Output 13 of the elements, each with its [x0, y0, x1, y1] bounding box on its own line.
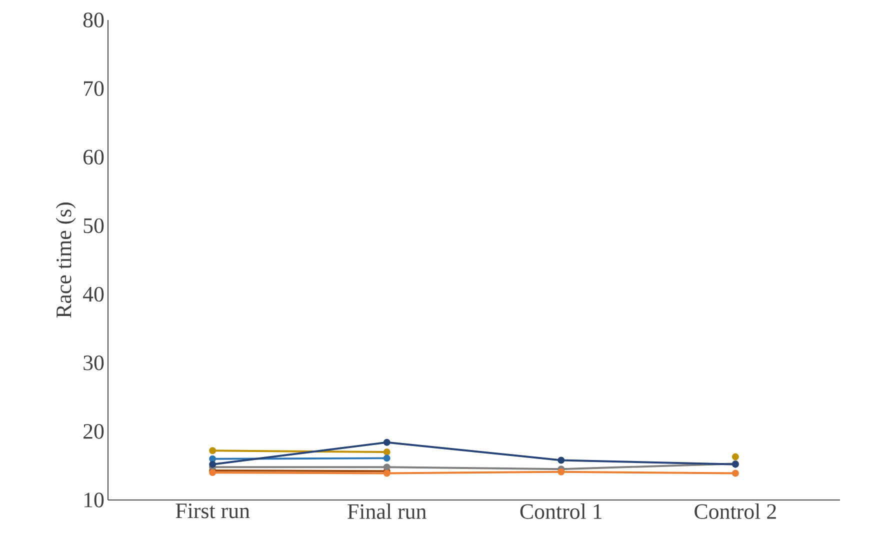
y-tick-label: 10 [84, 492, 104, 508]
x-tick-label: Control 1 [520, 504, 602, 519]
y-tick-label: 80 [83, 12, 104, 28]
y-tick-label: 20 [84, 424, 104, 439]
x-tick-label: Control 2 [694, 504, 776, 519]
y-tick-label: 60 [84, 150, 104, 165]
x-tick-label: First run [176, 504, 250, 518]
y-tick-label: 70 [84, 81, 104, 96]
y-tick-label: 40 [82, 286, 104, 302]
y-axis-title: Race time (s) [56, 202, 76, 318]
y-tick-label: 50 [84, 218, 104, 234]
y-tick-label: 30 [84, 355, 104, 370]
x-tick-label: Final run [348, 504, 426, 519]
